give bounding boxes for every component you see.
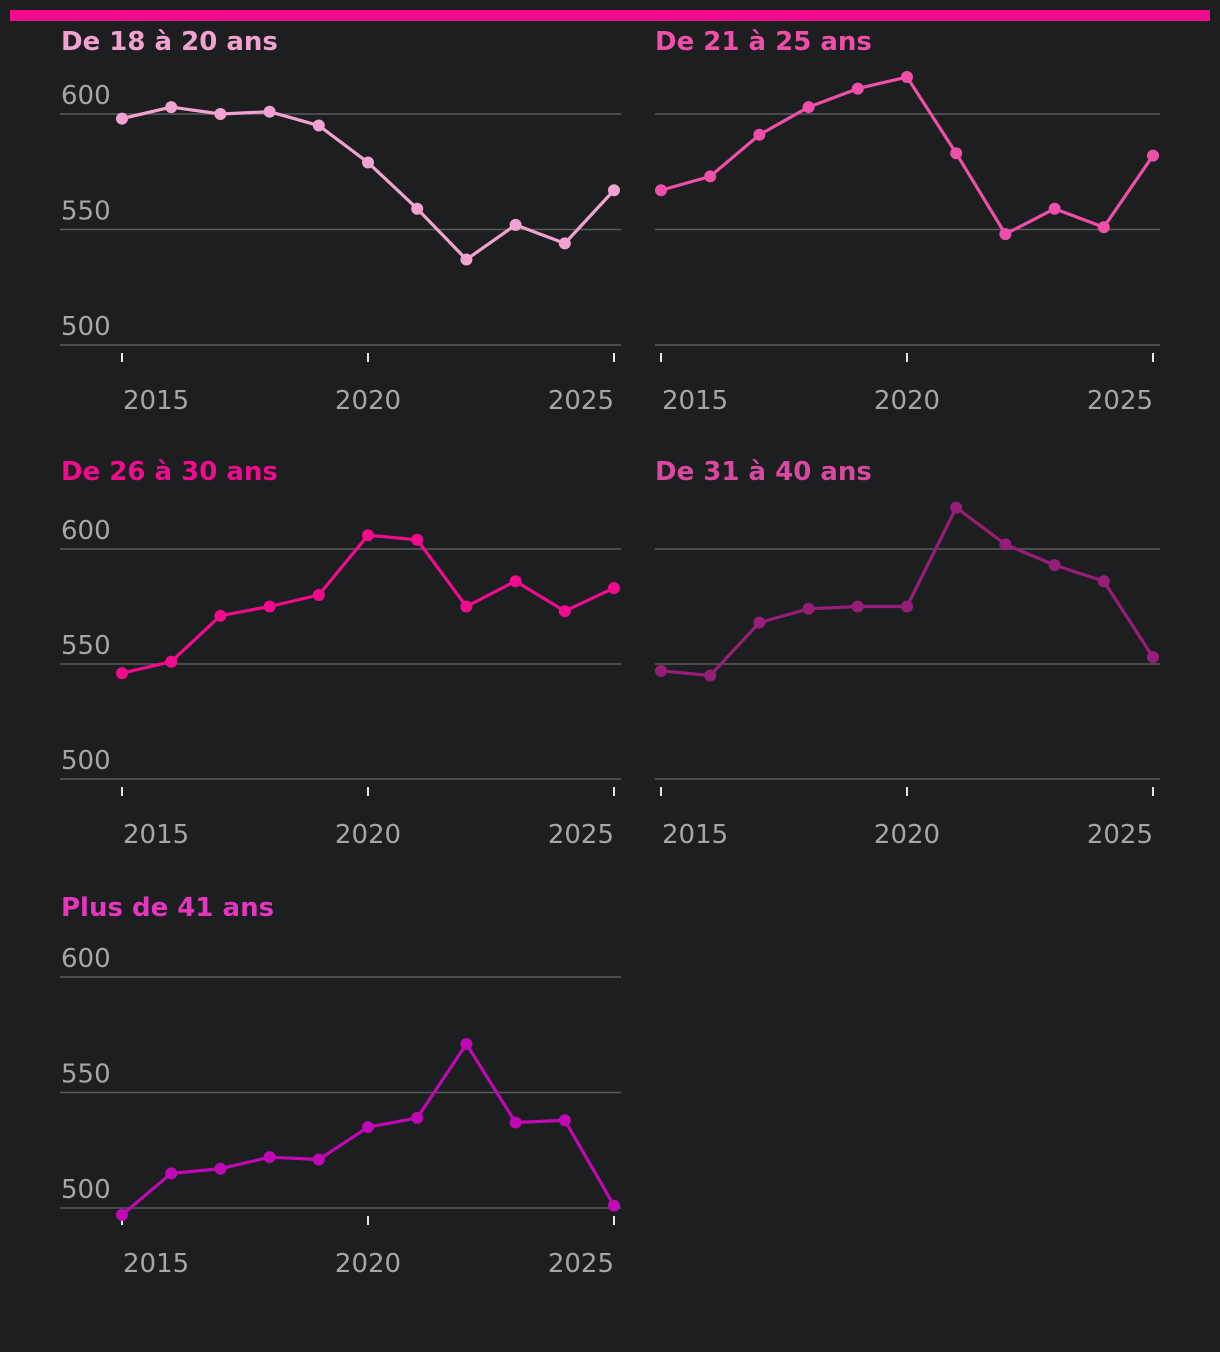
x-tick-label: 2015	[123, 820, 189, 850]
data-point	[312, 119, 325, 132]
x-tick-label: 2025	[548, 386, 614, 416]
data-point	[411, 202, 424, 215]
data-point	[460, 253, 473, 266]
x-tick-label: 2020	[874, 820, 940, 850]
data-point	[704, 669, 717, 682]
data-point	[1097, 221, 1110, 234]
panel-title: De 21 à 25 ans	[655, 27, 872, 57]
data-point	[116, 112, 128, 125]
y-tick-label: 500	[61, 312, 111, 342]
top-accent-bar	[10, 10, 1210, 21]
data-point	[950, 501, 963, 514]
panel-title: Plus de 41 ans	[61, 893, 274, 923]
series-line	[121, 533, 615, 675]
data-point	[802, 101, 815, 114]
series-line	[121, 105, 616, 262]
data-point	[165, 101, 178, 114]
data-point	[509, 218, 522, 231]
data-point	[165, 655, 178, 668]
x-tick-label: 2015	[662, 386, 728, 416]
data-point	[460, 1037, 473, 1050]
data-point	[851, 82, 864, 95]
data-point	[704, 170, 717, 183]
data-point	[1048, 202, 1061, 215]
data-point	[851, 600, 864, 613]
x-tick-label: 2020	[335, 820, 401, 850]
data-point	[509, 575, 522, 588]
data-point	[1048, 559, 1061, 572]
y-tick-label: 500	[61, 746, 111, 776]
panel-title: De 18 à 20 ans	[61, 27, 278, 57]
data-point	[362, 156, 374, 169]
data-point	[460, 600, 473, 613]
x-tick-label: 2025	[1087, 386, 1153, 416]
data-point	[999, 538, 1012, 551]
data-point	[753, 128, 766, 141]
y-tick-label: 550	[61, 1060, 111, 1090]
data-point	[802, 602, 815, 615]
data-point	[362, 529, 374, 542]
data-point	[655, 664, 667, 677]
data-point	[509, 1116, 522, 1129]
data-point	[901, 71, 913, 84]
data-point	[214, 609, 227, 622]
data-point	[1147, 651, 1159, 664]
data-point	[999, 228, 1012, 241]
data-point	[1147, 149, 1159, 162]
series-line	[660, 506, 1155, 678]
data-point	[558, 1114, 571, 1127]
x-tick-label: 2015	[123, 386, 189, 416]
data-point	[116, 667, 128, 680]
data-point	[362, 1121, 374, 1134]
data-point	[214, 1162, 227, 1175]
data-point	[263, 105, 276, 118]
data-point	[263, 600, 276, 613]
data-point	[165, 1167, 178, 1180]
panel-title: De 31 à 40 ans	[655, 457, 872, 487]
data-point	[312, 1153, 325, 1166]
x-tick-label: 2020	[335, 386, 401, 416]
y-tick-label: 500	[61, 1175, 111, 1205]
data-point	[608, 184, 620, 197]
data-point	[608, 582, 620, 595]
data-point	[312, 589, 325, 601]
series-line	[660, 75, 1155, 236]
x-tick-label: 2025	[1087, 820, 1153, 850]
data-point	[608, 1199, 620, 1212]
x-tick-label: 2015	[123, 1249, 189, 1279]
data-point	[214, 108, 227, 120]
data-point	[116, 1208, 128, 1221]
data-point	[263, 1151, 276, 1164]
x-tick-label: 2020	[335, 1249, 401, 1279]
y-tick-label: 600	[61, 516, 111, 546]
y-tick-label: 550	[61, 631, 111, 661]
y-tick-label: 600	[61, 81, 111, 111]
data-point	[753, 616, 766, 629]
panel-title: De 26 à 30 ans	[61, 457, 278, 487]
y-tick-label: 600	[61, 944, 111, 974]
x-tick-label: 2020	[874, 386, 940, 416]
data-point	[950, 147, 963, 160]
data-point	[558, 605, 571, 618]
x-tick-label: 2025	[548, 1249, 614, 1279]
data-point	[1097, 575, 1110, 588]
data-point	[655, 184, 667, 197]
x-tick-label: 2015	[662, 820, 728, 850]
data-point	[411, 1111, 424, 1124]
data-point	[901, 600, 913, 613]
data-point	[558, 237, 571, 250]
x-tick-label: 2025	[548, 820, 614, 850]
data-point	[411, 533, 424, 546]
y-tick-label: 550	[61, 197, 111, 227]
